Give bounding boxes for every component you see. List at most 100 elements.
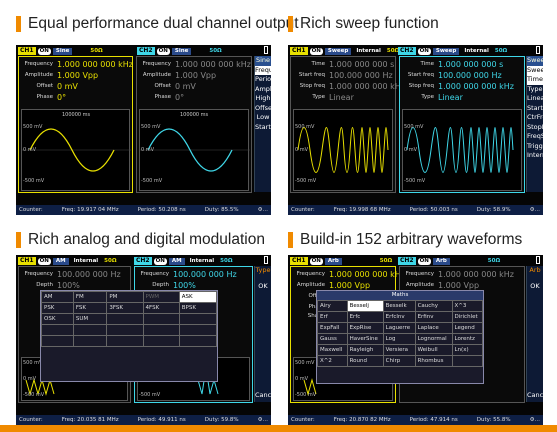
mod-4fsk[interactable]: 4FSK: [142, 302, 180, 314]
status-bar: Counter: Freq: 20.870 82 MHz Period: 47.91…: [288, 415, 543, 425]
menu-ok[interactable]: OK: [258, 281, 268, 290]
menu-ok[interactable]: OK: [530, 281, 540, 290]
arb-legend[interactable]: Legend: [451, 322, 483, 334]
mod-3fsk[interactable]: 3FSK: [106, 302, 144, 314]
arb-chirp[interactable]: Chirp: [382, 355, 416, 367]
arb-erfc[interactable]: Erfc: [346, 311, 384, 323]
arb-besselk[interactable]: Besselk: [382, 300, 416, 312]
ch2-waveform: 500 mV 0 mV -500 mV: [402, 109, 522, 191]
arb-gauss[interactable]: Gauss: [317, 333, 348, 345]
menu-period[interactable]: Period: [255, 75, 271, 83]
mod-pwm[interactable]: PWM: [142, 291, 180, 303]
menu-offset[interactable]: Offset: [255, 103, 271, 112]
arb-erfinv[interactable]: Erfinv: [414, 311, 453, 323]
heading-modulation: Rich analog and digital modulation: [16, 230, 265, 250]
menu-ctrfreq[interactable]: CtrFreq: [527, 113, 543, 121]
ch1-frequency[interactable]: 1.000 000 000 kHz: [57, 60, 133, 69]
mod-pm[interactable]: PM: [106, 291, 144, 303]
heading-arbitrary: Build-in 152 arbitrary waveforms: [288, 230, 522, 250]
mod-fsk[interactable]: FSK: [72, 302, 108, 314]
menu-high[interactable]: High: [255, 94, 271, 102]
menu-freqspan[interactable]: FreqSpan: [527, 132, 543, 140]
ch1-tag[interactable]: CH1 ON Sine 50Ω: [18, 47, 103, 55]
arb-erfclnv[interactable]: Erfclnv: [382, 311, 416, 323]
menu-arb[interactable]: Arb: [527, 266, 543, 276]
menu-type[interactable]: Type: [527, 84, 543, 93]
menu-amplitude[interactable]: Amplitude: [255, 84, 271, 93]
mod-am[interactable]: AM: [41, 291, 74, 303]
ch1-box: Frequency 1.000 000 000 kHz Amplitude 1.00…: [18, 56, 133, 193]
menu-sweep[interactable]: Sweep: [527, 65, 543, 75]
ch1-tag[interactable]: CH1 ON AM Internal 50Ω: [18, 257, 117, 265]
screen-sweep: CH1 ON Sweep Internal 50Ω CH2 ON Sweep I…: [288, 45, 543, 215]
battery-icon: [536, 256, 540, 264]
arb-maxwell[interactable]: Maxwell: [317, 344, 348, 356]
mod-psk[interactable]: PSK: [41, 302, 74, 314]
menu-frequency[interactable]: Frequency: [255, 65, 271, 75]
settings-icon: ⚙…: [257, 207, 268, 213]
mod-ask[interactable]: ASK: [178, 291, 218, 303]
mod-bpsk[interactable]: BPSK: [178, 302, 218, 314]
arb-erf[interactable]: Erf: [317, 311, 348, 323]
menu-internal[interactable]: Internal: [527, 151, 543, 159]
arb-airy[interactable]: Airy: [317, 300, 348, 312]
menu-sine[interactable]: Sine: [255, 56, 271, 66]
battery-icon: [536, 46, 540, 54]
menu-cancel[interactable]: Cancel: [527, 391, 543, 399]
arb-besselj[interactable]: Besselj: [346, 300, 384, 312]
arb-x2[interactable]: X^2: [317, 355, 348, 367]
popup-title: Maths: [317, 291, 483, 300]
arb-round[interactable]: Round: [346, 355, 384, 367]
arb-haversine[interactable]: HaverSine: [346, 333, 384, 345]
arb-dirichlet[interactable]: Dirichlet: [451, 311, 483, 323]
arb-rhombus[interactable]: Rhombus: [414, 355, 453, 367]
heading-sweep: Rich sweep function: [288, 14, 439, 34]
arb-weibull[interactable]: Weibull: [414, 344, 453, 356]
settings-icon: ⚙…: [257, 417, 268, 423]
arb-lnx[interactable]: Ln(x): [451, 344, 483, 356]
ch2-tag[interactable]: CH2 ON AM Internal 50Ω: [134, 257, 233, 265]
softkey-menu: Sweep Sweep Time Type Linear StartFreq C…: [526, 56, 543, 192]
menu-trigger[interactable]: Trigger: [527, 141, 543, 150]
ch1-tag[interactable]: CH1 ON Arb 50Ω: [290, 257, 393, 265]
menu-sweep-header[interactable]: Sweep: [527, 56, 543, 66]
settings-icon: ⚙…: [529, 417, 540, 423]
arb-exprise[interactable]: ExpRise: [346, 322, 384, 334]
arb-expfall[interactable]: ExpFall: [317, 322, 348, 334]
screen-arbitrary: CH1 ON Arb 50Ω CH2 ON Arb 50Ω Frequency 1…: [288, 255, 543, 425]
ch2-tag[interactable]: CH2 ON Arb 50Ω: [398, 257, 501, 265]
ch1-tag[interactable]: CH1 ON Sweep Internal 50Ω: [290, 47, 400, 55]
menu-type[interactable]: Type: [255, 266, 271, 276]
arb-x3[interactable]: X^3: [451, 300, 483, 312]
ch1-box: Time 1.000 000 000 s Start freq 100.000 00…: [290, 56, 405, 193]
arb-versiera[interactable]: Versiera: [382, 344, 416, 356]
arb-log[interactable]: Log: [382, 333, 416, 345]
menu-startphase[interactable]: StartPhase: [255, 122, 271, 131]
softkey-menu: Arb OK Cancel: [526, 266, 543, 402]
menu-linear[interactable]: Linear: [527, 94, 543, 102]
softkey-menu: Type OK Cancel: [254, 266, 271, 402]
arb-rayleigh[interactable]: Rayleigh: [346, 344, 384, 356]
arb-laplace[interactable]: Laplace: [414, 322, 453, 334]
arb-lognormal[interactable]: Lognormal: [414, 333, 453, 345]
screen-modulation: CH1 ON AM Internal 50Ω CH2 ON AM Interna…: [16, 255, 271, 425]
menu-cancel[interactable]: Cancel: [255, 391, 271, 399]
ch2-tag[interactable]: CH2 ON Sweep Internal 50Ω: [398, 47, 508, 55]
ch1-waveform: 500 mV 0 mV -500 mV: [293, 109, 393, 191]
menu-low[interactable]: Low: [256, 113, 270, 121]
menu-startfreq[interactable]: StartFreq: [527, 103, 543, 112]
arb-cauchy[interactable]: Cauchy: [414, 300, 453, 312]
battery-icon: [264, 46, 268, 54]
mod-sum[interactable]: SUM: [72, 313, 108, 325]
ch2-tag[interactable]: CH2 ON Sine 50Ω: [137, 47, 222, 55]
modulation-type-popup: AM FM PM PWM ASK PSK FSK 3FSK 4FSK BPSK OSK SUM: [40, 290, 218, 382]
arb-laguerre[interactable]: Laguerre: [382, 322, 416, 334]
footer-accent-bar: [0, 425, 557, 432]
battery-icon: [264, 256, 268, 264]
mod-fm[interactable]: FM: [72, 291, 108, 303]
ch2-box: Frequency 1.000 000 000 kHz Amplitude 1.00…: [136, 56, 252, 193]
arb-lorentz[interactable]: Lorentz: [451, 333, 483, 345]
mod-osk[interactable]: OSK: [41, 313, 74, 325]
menu-time[interactable]: Time: [527, 75, 543, 85]
